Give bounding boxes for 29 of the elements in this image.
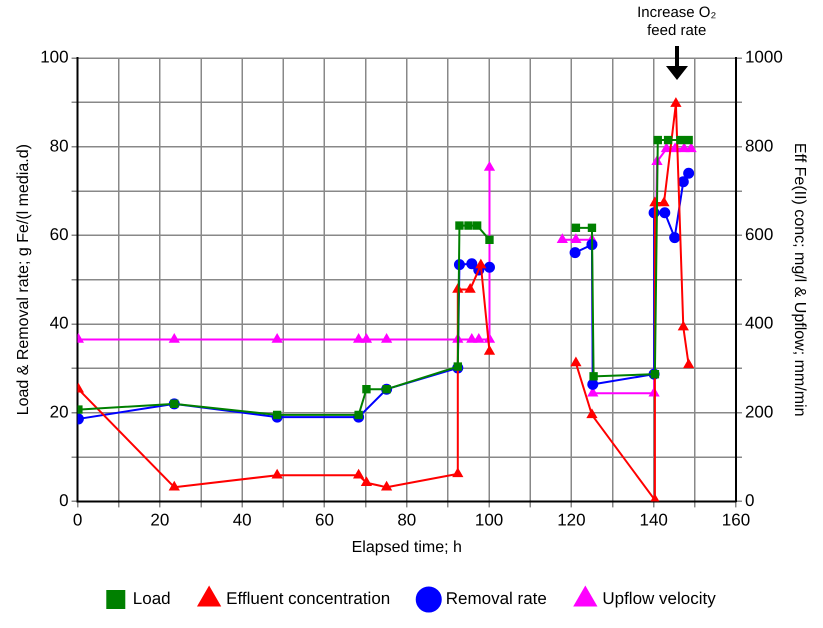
legend-label: Load xyxy=(132,589,171,608)
y-tick-label: 40 xyxy=(50,314,69,333)
y2-tick-label: 400 xyxy=(744,314,774,333)
y2-tick-label: 0 xyxy=(744,491,754,510)
x-tick-label: 80 xyxy=(397,510,416,530)
x-axis-title: Elapsed time; h xyxy=(352,538,462,556)
x-tick-label: 20 xyxy=(150,510,170,530)
y-axis-title: Load & Removal rate; g Fe/(l media.d) xyxy=(15,144,32,416)
legend-label: Effluent concentration xyxy=(226,589,390,608)
y-tick-label: 0 xyxy=(59,491,69,510)
legend-label: Upflow velocity xyxy=(602,589,716,608)
x-tick-label: 120 xyxy=(557,510,586,530)
x-tick-label: 140 xyxy=(639,510,668,530)
y2-tick-label: 200 xyxy=(744,402,774,422)
y2-axis-title: Eff Fe(II) conc; mg/l & Upflow; mm/min xyxy=(790,142,808,416)
y2-tick-label: 800 xyxy=(744,136,774,156)
x-tick-label: 160 xyxy=(722,510,750,530)
y2-tick-label: 1000 xyxy=(744,48,783,67)
y-tick-label: 60 xyxy=(50,225,69,244)
x-tick-label: 100 xyxy=(474,510,504,530)
x-tick-label: 60 xyxy=(315,510,334,530)
y-tick-label: 100 xyxy=(40,48,69,67)
legend-label: Removal rate xyxy=(446,589,547,608)
y-tick-label: 20 xyxy=(50,402,69,422)
text: Increase O₂ feed rate xyxy=(636,4,718,40)
x-tick-label: 40 xyxy=(232,510,252,530)
y-tick-label: 80 xyxy=(50,136,69,156)
y2-tick-label: 600 xyxy=(744,225,774,244)
x-tick-label: 0 xyxy=(72,510,82,530)
